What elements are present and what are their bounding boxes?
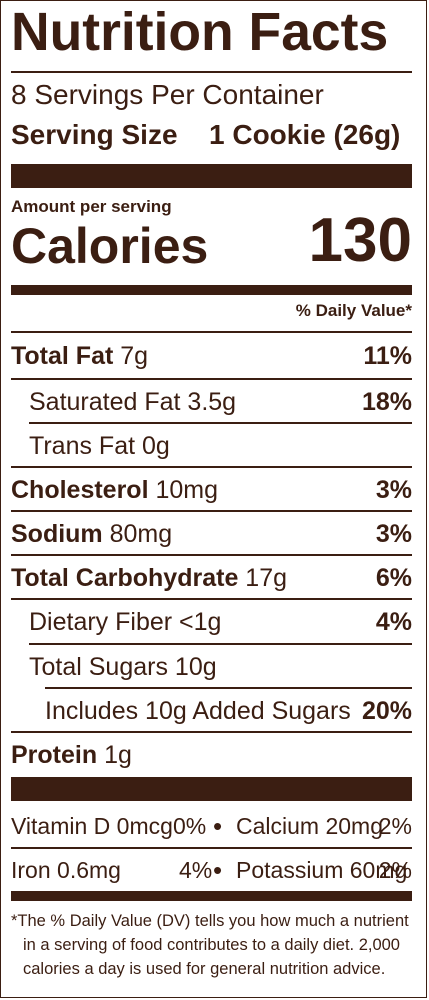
nutrient-dv: 3% xyxy=(375,476,412,504)
potassium-dv: 2% xyxy=(378,857,412,883)
nutrient-amount: 10mg xyxy=(155,476,219,504)
nutrient-amount: 1g xyxy=(104,741,132,769)
nutrient-name: Saturated Fat 3.5g xyxy=(29,388,237,416)
amount-per-serving: Amount per serving xyxy=(11,197,172,216)
nutrient-name: Dietary Fiber <1g xyxy=(29,608,222,636)
row-added-sugars: Includes 10g Added Sugars 20% xyxy=(11,689,412,733)
nutrient-amount: 17g xyxy=(245,564,288,592)
row-protein: Protein 1g xyxy=(11,733,412,777)
nutrient-name: Protein xyxy=(11,741,98,769)
nutrient-dv: 11% xyxy=(363,342,412,370)
nutrient-dv: 20% xyxy=(361,697,412,725)
row-dietary-fiber: Dietary Fiber <1g 4% xyxy=(11,600,412,644)
footnote-line-3: calories a day is used for general nutri… xyxy=(23,960,386,978)
nutrient-name: Total Carbohydrate xyxy=(11,564,239,592)
divider xyxy=(11,466,412,468)
footnote: *The % Daily Value (DV) tells you how mu… xyxy=(11,909,412,981)
row-trans-fat: Trans Fat 0g xyxy=(11,424,412,468)
nutrient-amount: 7g xyxy=(120,342,149,370)
divider xyxy=(11,378,412,380)
iron-dv: 4% xyxy=(179,857,213,883)
nutrient-amount: 80mg xyxy=(109,520,173,548)
serving-size-value: 1 Cookie (26g) xyxy=(209,119,401,150)
nutrient-dv: 4% xyxy=(375,608,412,636)
divider xyxy=(29,643,412,645)
potassium-name: Potassium 60mg xyxy=(236,857,408,883)
footnote-line-2: in a serving of food contributes to a da… xyxy=(23,936,400,954)
calories-label: Calories xyxy=(11,218,209,274)
divider xyxy=(11,510,412,512)
divider-dv xyxy=(11,331,412,333)
vitamin-d-name: Vitamin D 0mcg xyxy=(11,813,173,839)
divider-calories xyxy=(11,285,412,295)
footnote-line-1: *The % Daily Value (DV) tells you how mu… xyxy=(11,912,409,930)
servings-per-container: 8 Servings Per Container xyxy=(11,79,324,110)
nutrient-name: Total Fat xyxy=(11,342,114,370)
divider xyxy=(45,687,412,689)
divider-thick-vitamins xyxy=(11,777,412,801)
divider xyxy=(11,598,412,600)
row-total-sugars: Total Sugars 10g xyxy=(11,645,412,689)
calories-value: 130 xyxy=(308,206,412,275)
nutrient-name: Includes 10g Added Sugars xyxy=(45,697,351,725)
nutrient-dv: 3% xyxy=(375,520,412,548)
calcium-name: Calcium 20mg xyxy=(236,813,383,839)
bullet-separator: • xyxy=(213,855,223,885)
nutrient-name: Cholesterol xyxy=(11,476,149,504)
nutrient-name: Trans Fat 0g xyxy=(29,432,170,460)
label-title: Nutrition Facts xyxy=(11,2,389,62)
row-cholesterol: Cholesterol 10mg 3% xyxy=(11,468,412,512)
vitamin-d-dv: 0% xyxy=(173,813,207,839)
nutrient-name: Total Sugars 10g xyxy=(29,653,217,681)
divider xyxy=(11,554,412,556)
divider xyxy=(29,422,412,424)
calcium-dv: 2% xyxy=(378,813,412,839)
row-saturated-fat: Saturated Fat 3.5g 18% xyxy=(11,380,412,424)
divider-thick-footnote xyxy=(11,891,412,901)
divider-title xyxy=(11,71,412,73)
nutrient-dv: 6% xyxy=(375,564,412,592)
row-total-fat: Total Fat 7g 11% xyxy=(11,334,412,378)
daily-value-header: % Daily Value* xyxy=(295,301,412,320)
row-sodium: Sodium 80mg 3% xyxy=(11,512,412,556)
nutrient-name: Sodium xyxy=(11,520,103,548)
divider xyxy=(11,847,412,849)
divider xyxy=(11,731,412,733)
iron-name: Iron 0.6mg xyxy=(11,857,121,883)
serving-size-label: Serving Size xyxy=(11,119,178,150)
bullet-separator: • xyxy=(213,811,223,841)
serving-size-row: Serving Size 1 Cookie (26g) xyxy=(11,119,412,151)
nutrient-dv: 18% xyxy=(361,388,412,416)
row-total-carbohydrate: Total Carbohydrate 17g 6% xyxy=(11,556,412,600)
divider-thick-top xyxy=(11,164,412,188)
